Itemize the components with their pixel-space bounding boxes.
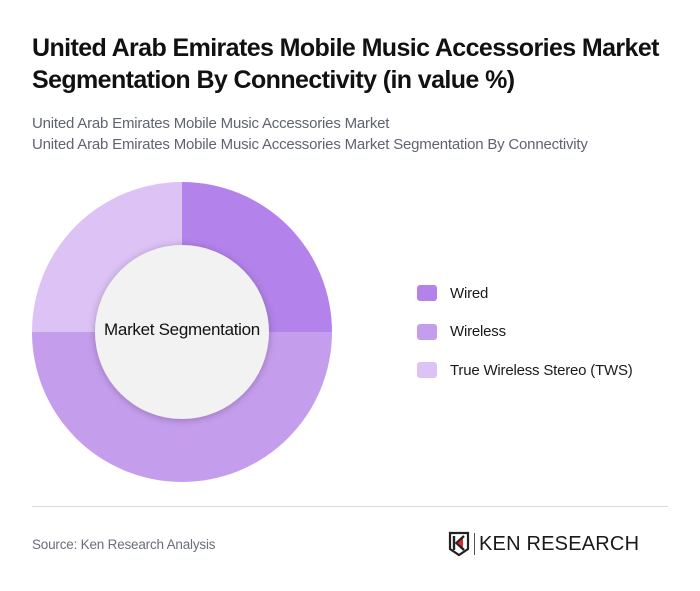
legend-item-tws[interactable]: True Wireless Stereo (TWS): [417, 360, 633, 380]
legend-swatch-wireless: [417, 323, 437, 340]
donut-hole: [95, 245, 269, 419]
legend-item-wireless[interactable]: Wireless: [417, 322, 633, 342]
donut-svg: [32, 182, 332, 482]
footer-divider: [32, 506, 668, 507]
legend-swatch-wired: [417, 285, 437, 301]
legend-item-wired[interactable]: Wired: [417, 283, 633, 303]
ken-research-shield-icon: [448, 531, 470, 557]
logo-separator: [474, 533, 475, 555]
source-note: Source: Ken Research Analysis: [32, 537, 216, 552]
legend-swatch-tws: [417, 362, 437, 378]
logo-text: KEN RESEARCH: [479, 533, 640, 555]
legend-label: True Wireless Stereo (TWS): [450, 361, 633, 379]
legend-label: Wired: [450, 284, 489, 302]
chart-legend: Wired Wireless True Wireless Stereo (TWS…: [417, 283, 633, 399]
donut-center-label: Market Segmentation: [104, 320, 260, 339]
legend-label: Wireless: [450, 323, 506, 340]
ken-research-logo: KEN RESEARCH: [448, 531, 639, 557]
donut-chart: Market Segmentation: [0, 170, 370, 490]
subtitle-line-1: United Arab Emirates Mobile Music Access…: [32, 115, 390, 132]
chart-title: United Arab Emirates Mobile Music Access…: [32, 34, 660, 94]
chart-subtitle: United Arab Emirates Mobile Music Access…: [32, 113, 588, 155]
subtitle-line-2: United Arab Emirates Mobile Music Access…: [32, 136, 588, 153]
